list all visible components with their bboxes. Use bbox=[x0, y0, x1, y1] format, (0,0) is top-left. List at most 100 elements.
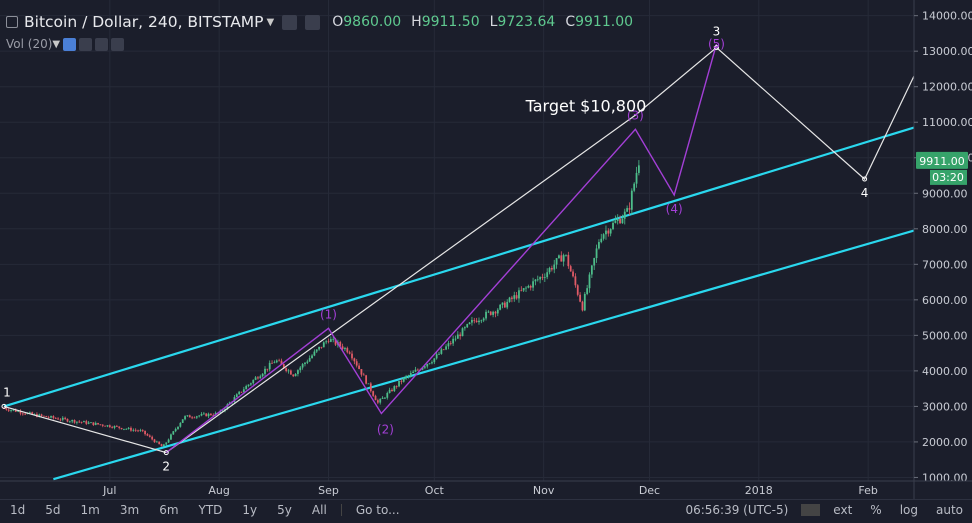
candle-body bbox=[489, 311, 492, 315]
candle-body bbox=[593, 258, 596, 266]
candle-body bbox=[506, 301, 509, 308]
candle-body bbox=[325, 341, 328, 343]
candle-body bbox=[247, 384, 250, 387]
candle-body bbox=[40, 414, 43, 416]
candle-body bbox=[165, 442, 168, 445]
settings-icon[interactable] bbox=[305, 14, 321, 30]
candle-body bbox=[17, 411, 20, 412]
candle-body bbox=[170, 434, 172, 440]
candle-body bbox=[14, 409, 17, 412]
settings-icon[interactable] bbox=[79, 37, 93, 51]
candle-body bbox=[266, 368, 269, 370]
volume-label[interactable]: Vol (20) bbox=[6, 37, 53, 51]
timeframe-1m[interactable]: 1m bbox=[80, 503, 100, 517]
candle-body bbox=[365, 375, 368, 384]
channel-lines bbox=[3, 126, 915, 481]
close-icon[interactable] bbox=[111, 37, 125, 51]
candle-body bbox=[614, 220, 617, 223]
candle-body bbox=[496, 309, 499, 314]
timeframe-all[interactable]: All bbox=[311, 503, 327, 517]
candle-body bbox=[75, 421, 78, 423]
candle-body bbox=[90, 422, 92, 424]
symbol-title[interactable]: Bitcoin / Dollar, 240, BITSTAMP bbox=[24, 13, 264, 31]
candle-body bbox=[200, 413, 203, 416]
candle-body bbox=[245, 386, 248, 390]
add-icon[interactable] bbox=[95, 37, 109, 51]
candle-body bbox=[160, 444, 163, 447]
compare-icon[interactable] bbox=[6, 16, 18, 28]
candle-body bbox=[43, 415, 45, 417]
candle-body bbox=[482, 318, 485, 321]
candle-body bbox=[21, 413, 24, 415]
candle-body bbox=[38, 414, 41, 417]
candle-body bbox=[424, 366, 426, 368]
candle-body bbox=[598, 242, 600, 249]
candle-body bbox=[405, 376, 407, 378]
candle-body bbox=[565, 254, 567, 256]
chevron-down-icon[interactable]: ▼ bbox=[266, 16, 275, 28]
eye-icon[interactable] bbox=[282, 14, 298, 30]
candle-body bbox=[285, 368, 288, 371]
candle-body bbox=[376, 400, 379, 403]
wave-lines bbox=[3, 43, 915, 454]
timeframe-5y[interactable]: 5y bbox=[277, 503, 292, 517]
candle-body bbox=[275, 360, 278, 363]
candle-body bbox=[5, 408, 8, 410]
candle-body bbox=[402, 377, 405, 382]
candle-body bbox=[221, 410, 224, 412]
time-tick-label: Dec bbox=[639, 484, 660, 497]
candle-body bbox=[111, 427, 114, 428]
candle-body bbox=[87, 422, 90, 424]
candle-body bbox=[205, 413, 208, 417]
candle-body bbox=[635, 172, 638, 184]
candle-body bbox=[50, 416, 52, 418]
wave-point-marker bbox=[713, 45, 719, 51]
candle-body bbox=[339, 342, 342, 347]
candle-body bbox=[141, 430, 144, 432]
candle-body bbox=[348, 352, 351, 354]
chevron-down-icon[interactable]: ▼ bbox=[52, 38, 61, 50]
candle-body bbox=[238, 391, 241, 395]
candle-body bbox=[306, 361, 309, 363]
candle-body bbox=[522, 288, 525, 291]
toggle-percent[interactable]: % bbox=[870, 503, 882, 517]
candle-body bbox=[626, 208, 629, 212]
candle-body bbox=[400, 381, 403, 382]
candle-body bbox=[151, 436, 154, 440]
timeframe-1y[interactable]: 1y bbox=[242, 503, 258, 517]
candle-body bbox=[351, 353, 353, 359]
wave-point-marker bbox=[862, 176, 868, 182]
eye-icon[interactable] bbox=[63, 37, 77, 51]
timeframe-ytd[interactable]: YTD bbox=[198, 503, 223, 517]
price-tick-label: 14000.00 bbox=[922, 10, 972, 23]
candle-body bbox=[61, 417, 64, 420]
candle-body bbox=[144, 430, 146, 435]
candle-body bbox=[346, 348, 349, 353]
time-axis[interactable]: Jul Aug Sep Oct Nov Dec 2018 Feb bbox=[0, 480, 972, 497]
timeframe-3m[interactable]: 3m bbox=[119, 503, 140, 517]
candle-body bbox=[463, 327, 466, 329]
candle-body bbox=[600, 238, 603, 243]
timeframe-5d[interactable]: 5d bbox=[45, 503, 61, 517]
channel-line-upper bbox=[3, 126, 915, 408]
candle-body bbox=[536, 279, 539, 281]
toggle-auto[interactable]: auto bbox=[935, 503, 963, 517]
divider bbox=[801, 504, 821, 516]
timeframe-6m[interactable]: 6m bbox=[159, 503, 179, 517]
candle-body bbox=[64, 417, 67, 419]
candle-body bbox=[583, 293, 586, 311]
candle-body bbox=[513, 295, 516, 299]
candle-body bbox=[311, 355, 313, 359]
price-axis[interactable]: 1000.00 2000.00 3000.00 4000.00 5000.00 6000.… bbox=[913, 0, 972, 499]
candle-body bbox=[155, 441, 158, 443]
candle-body bbox=[94, 422, 97, 425]
candle-body bbox=[158, 441, 161, 445]
timeframe-1d[interactable]: 1d bbox=[10, 503, 26, 517]
toggle-log[interactable]: log bbox=[899, 503, 918, 517]
candle-body bbox=[242, 389, 245, 393]
candle-body bbox=[257, 377, 259, 379]
goto-button[interactable]: Go to... bbox=[355, 503, 400, 517]
toggle-ext[interactable]: ext bbox=[833, 503, 853, 517]
